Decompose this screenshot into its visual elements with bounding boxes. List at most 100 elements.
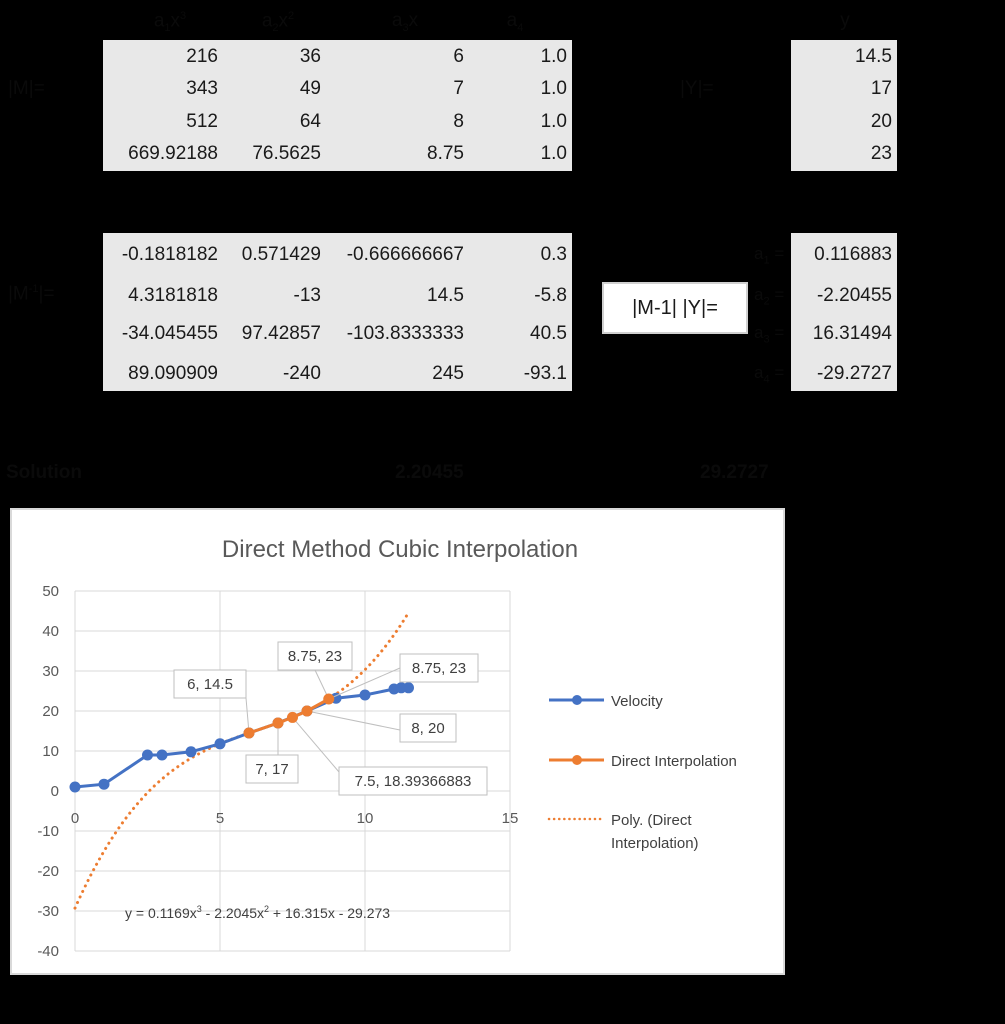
matrix-m-inv-cell: -103.8333333	[346, 323, 464, 344]
data-label-box	[399, 713, 457, 743]
matrix-m-cell: 6	[453, 46, 464, 67]
matrix-m-header-3: a3x	[391, 10, 419, 34]
matrix-m-header-4: a4	[506, 10, 524, 34]
matrix-y-grid: 14.5 17 20 23	[791, 40, 897, 171]
matrix-y-cell: 23	[870, 143, 892, 164]
coef-label-a1: a1 =	[754, 244, 785, 267]
data-label-text: 6, 14.5	[187, 676, 233, 693]
y-tick-label: -30	[37, 903, 59, 920]
y-tick-label: 20	[42, 703, 59, 720]
data-label-text: 7.5, 18.39366883	[355, 773, 472, 790]
direct-interpolation-point[interactable]	[301, 705, 313, 717]
matrix-y-cell: 20	[870, 111, 892, 132]
matrix-m-cell: 1.0	[540, 46, 567, 67]
legend-item-direct-interpolation[interactable]: Direct Interpolation	[549, 753, 737, 770]
matrix-y-cell: 14.5	[855, 46, 892, 67]
matrix-m-inv-cell: -5.8	[534, 285, 567, 306]
matrix-m-inv-cell: -0.666666667	[346, 244, 464, 265]
data-label-text: 7, 17	[255, 761, 288, 778]
matrix-m-cell: 216	[186, 46, 218, 67]
product-formula-box: |M-1| |Y|=	[602, 282, 748, 334]
legend-poly-label: Poly. (Direct	[611, 812, 692, 829]
matrix-m-cell: 343	[186, 78, 218, 99]
velocity-point[interactable]	[69, 781, 81, 793]
matrix-m-inv-cell: 89.090909	[128, 363, 218, 384]
legend: Velocity Direct Interpolation Poly. (Dir…	[547, 693, 737, 852]
legend-direct-marker-icon	[572, 755, 582, 765]
y-tick-label: 50	[42, 583, 59, 600]
data-label-text: 8.75, 23	[288, 648, 342, 665]
matrix-m-inv-cell: -0.1818182	[121, 244, 218, 265]
matrix-m-cell: 512	[186, 111, 218, 132]
y-tick-label: 40	[42, 623, 59, 640]
matrix-m-inv-cell: 97.42857	[241, 323, 321, 344]
matrix-m-header-1: a1x3	[153, 10, 187, 35]
trendline-equation: y = 0.1169x3 - 2.2045x2 + 16.315x - 29.2…	[125, 904, 390, 921]
matrix-m-grid: 216 36 6 1.0 343 49 7 1.0 512 64 8 1.0 6…	[103, 40, 572, 171]
y-tick-label: -40	[37, 943, 59, 960]
leader-line	[306, 710, 401, 731]
data-label-text: 8.75, 23	[412, 660, 466, 677]
matrix-m-cell: 8.75	[427, 143, 464, 164]
coef-label-a2: a2 =	[754, 285, 785, 308]
direct-interpolation-point[interactable]	[287, 711, 298, 723]
leader-line	[292, 717, 340, 773]
velocity-point[interactable]	[359, 689, 371, 701]
data-label-leaders	[245, 667, 401, 773]
velocity-point[interactable]	[403, 682, 414, 694]
x-tick-label: 15	[502, 810, 519, 827]
matrix-m-inv-cell: 40.5	[530, 323, 567, 344]
data-label-box	[277, 641, 353, 671]
matrix-m-inv-cell: 14.5	[427, 285, 464, 306]
legend-velocity-label: Velocity	[611, 693, 663, 710]
legend-direct-label: Direct Interpolation	[611, 753, 737, 770]
legend-item-velocity[interactable]: Velocity	[549, 693, 663, 710]
velocity-point[interactable]	[142, 749, 153, 761]
y-tick-label: 0	[51, 783, 59, 800]
poly-trendline	[73, 611, 410, 910]
matrix-y-header: y	[840, 10, 850, 31]
y-tick-label: 30	[42, 663, 59, 680]
legend-item-poly-trendline[interactable]: Poly. (Direct Interpolation)	[547, 812, 699, 852]
x-tick-label: 5	[216, 810, 224, 827]
y-tick-label: -20	[37, 863, 59, 880]
direct-interpolation-point[interactable]	[243, 727, 255, 739]
x-tick-label: 10	[357, 810, 374, 827]
matrix-m-inv-cell: 0.571429	[241, 244, 321, 265]
direct-interpolation-point[interactable]	[272, 717, 284, 729]
chart-svg: Direct Method Cubic Interpolation 504030…	[37, 536, 737, 960]
velocity-point[interactable]	[98, 778, 110, 790]
data-label-box	[245, 754, 299, 784]
matrix-m-cell: 8	[453, 111, 464, 132]
data-labels: 6, 14.5 7, 17 7.5, 18.39366883 8, 20 8.75, 2…	[173, 641, 488, 796]
coef-label-a4: a4 =	[754, 363, 785, 386]
velocity-point[interactable]	[214, 738, 226, 750]
product-cell: -29.2727	[816, 363, 892, 384]
leader-line	[245, 697, 250, 734]
legend-velocity-marker-icon	[572, 695, 582, 705]
solution-value-1: 2.20455	[395, 462, 464, 483]
leader-line	[328, 667, 401, 700]
matrix-m-inv-cell: 0.3	[540, 244, 567, 265]
coef-label-a3: a3 =	[754, 323, 785, 346]
matrix-m-inv-cell: -13	[293, 285, 321, 306]
data-label-box	[399, 653, 479, 683]
matrix-m-inv-cell: -93.1	[523, 363, 567, 384]
matrix-y-label: |Y|=	[680, 78, 714, 99]
solution-value-2: 29.2727	[700, 462, 769, 483]
matrix-m-cell: 1.0	[540, 111, 567, 132]
matrix-m-label: |M|=	[8, 78, 45, 99]
matrix-m-inv-grid: -0.1818182 0.571429 -0.666666667 0.3 4.3…	[103, 233, 572, 391]
chart-container[interactable]: Direct Method Cubic Interpolation 50 40 30…	[10, 508, 785, 975]
y-tick-label: 10	[42, 743, 59, 760]
velocity-point[interactable]	[156, 749, 168, 761]
direct-interpolation-point[interactable]	[323, 693, 335, 705]
matrix-m-cell: 36	[299, 46, 321, 67]
y-tick-label: -10	[37, 823, 59, 840]
velocity-point[interactable]	[185, 746, 197, 758]
matrix-m-cell: 669.92188	[128, 143, 218, 164]
matrix-m-cell: 64	[299, 111, 321, 132]
x-tick-label: 0	[71, 810, 79, 827]
matrix-m-inv-label: |M-1|=	[8, 283, 55, 305]
matrix-m-cell: 76.5625	[252, 143, 321, 164]
